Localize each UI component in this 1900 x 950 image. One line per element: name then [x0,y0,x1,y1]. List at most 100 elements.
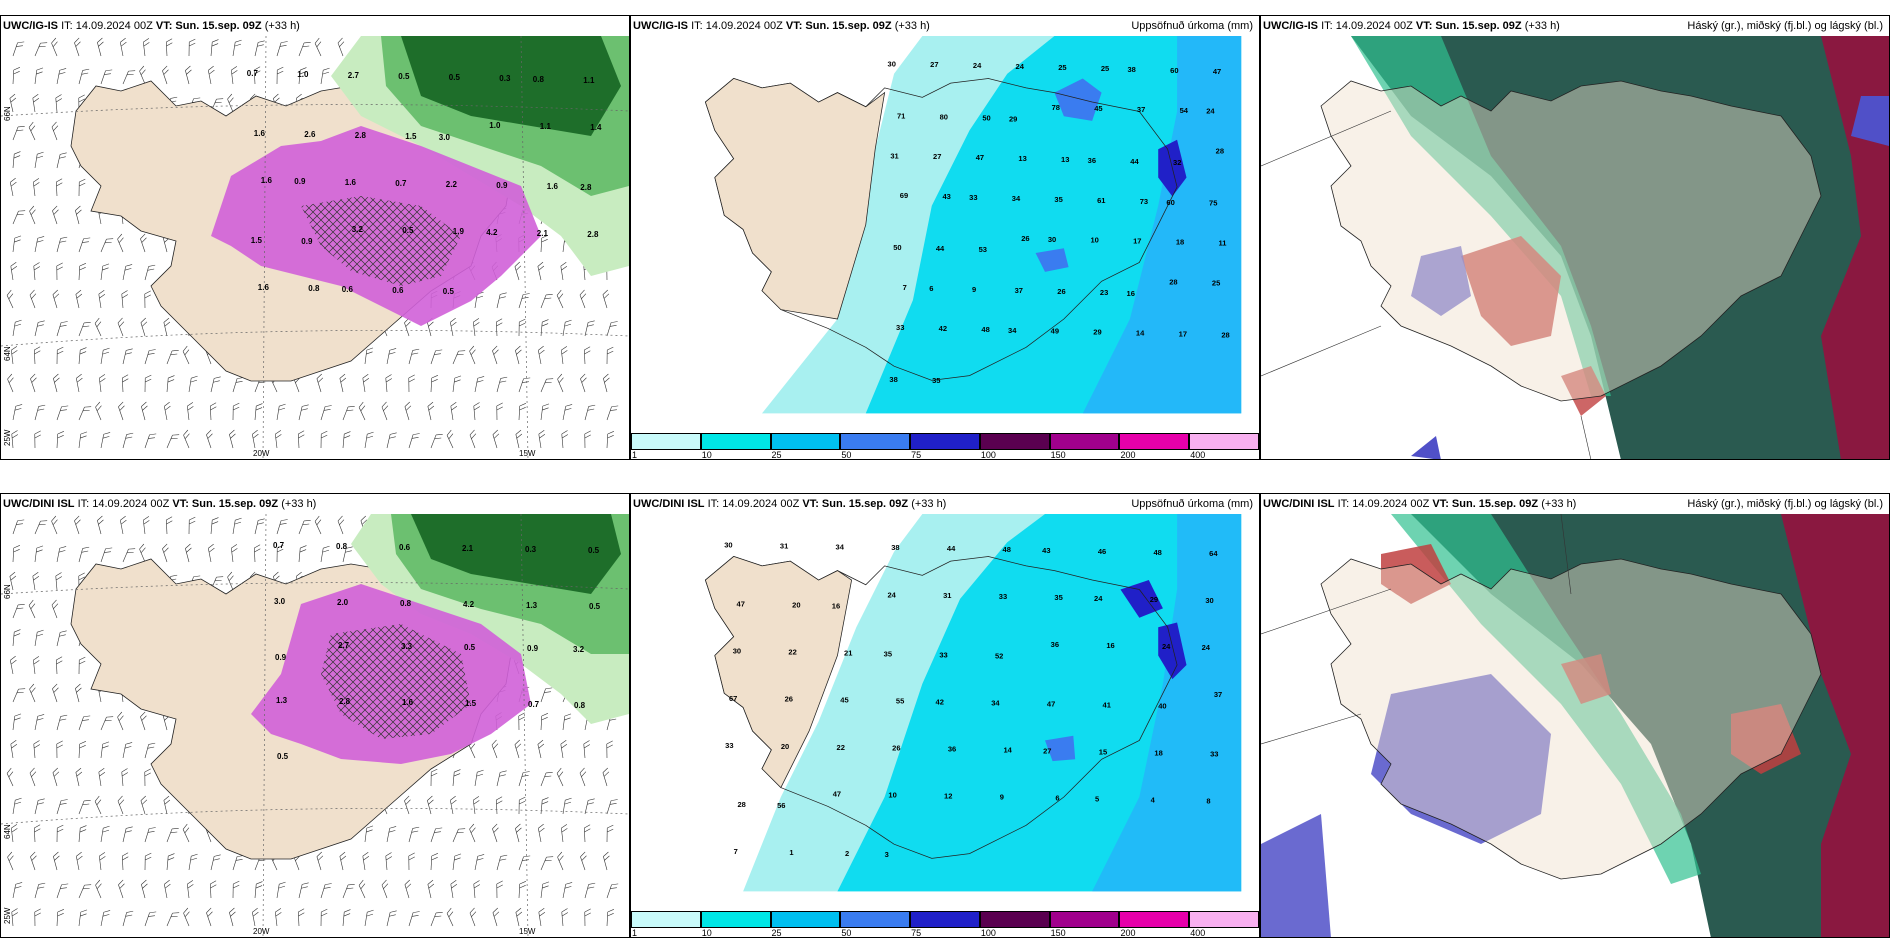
issue-time: IT: 14.09.2024 00Z [1337,498,1430,510]
value-label: 34 [1008,326,1017,335]
wind-barb [515,429,523,449]
wind-barb [492,429,500,449]
wind-barb [230,66,238,85]
wind-barb [34,908,41,927]
lat-label-64: 64N [3,824,12,839]
wind-barb [556,289,564,309]
value-label: 44 [947,544,956,553]
wind-barb [78,68,90,85]
value-label: 42 [939,324,947,333]
value-label: 38 [889,375,897,384]
wind-barb [540,235,549,253]
value-label: 50 [893,243,901,252]
value-label: 1.1 [540,122,552,131]
wind-barb [6,289,14,309]
wind-barb [166,853,175,871]
value-label: 0.8 [400,599,412,608]
wind-barb [182,823,190,843]
value-label: 1.0 [489,121,501,130]
value-label: 0.7 [528,700,540,709]
value-label: 60 [1166,198,1174,207]
wind-barb [469,345,476,365]
value-label: 30 [1048,235,1056,244]
panel-header: UWC/IG-IS IT: 14.09.2024 00Z VT: Sun. 15… [1261,16,1889,36]
wind-barb [52,683,59,703]
panel-top-precip: UWC/IG-IS IT: 14.09.2024 00Z VT: Sun. 15… [630,15,1260,460]
wind-barb [408,852,415,871]
colorbar-swatch [1049,433,1120,450]
snow-field-dark [401,36,621,136]
precip-map: 30 27 24 24 25 25 38 60 47 71 80 50 29 78 45 37 54 24 31 27… [648,36,1242,414]
wind-barb [56,431,65,449]
wind-barb [362,374,370,393]
wind-barb [320,883,332,899]
value-label: 3.2 [352,225,364,234]
wind-barb [30,373,37,393]
value-label: 10 [888,791,896,800]
wind-barb [34,404,46,421]
wind-barb [140,711,147,731]
value-label: 1.6 [345,178,357,187]
wind-barb [446,907,454,927]
value-label: 35 [1054,593,1062,602]
colorbar: 1 10 25 50 75 100 150 200 400 [631,433,1259,459]
value-label: 0.9 [301,237,313,246]
value-label: 26 [1021,234,1029,243]
wind-barb [78,715,91,731]
wind-barb [12,235,22,253]
wind-barb [118,879,125,899]
wind-barb [540,856,554,871]
value-label: 53 [979,245,987,254]
value-label: 46 [1098,547,1106,556]
lon-label-20: 20W [253,449,270,458]
colorbar-tick-label: 150 [1050,928,1066,938]
lat-label-64: 64N [3,346,12,361]
wind-barb [7,373,14,393]
wind-barb [140,233,147,253]
value-label: 75 [1209,199,1217,208]
wind-barb [515,907,523,927]
wind-barb [55,656,63,675]
value-label: 48 [1003,545,1011,554]
wind-barb [562,882,573,899]
lead-time: (+33 h) [281,498,317,510]
value-label: 0.7 [395,179,407,188]
wind-barb [117,317,125,337]
wind-barb [144,742,156,759]
wind-barb [408,374,415,393]
colorbar-tick-label: 400 [1190,928,1206,938]
wind-barb [320,908,328,927]
wind-barb [518,771,530,787]
wind-barb [254,881,263,899]
model-name: UWC/DINI ISL [1263,498,1335,510]
precip-title: Uppsöfnuð úrkoma (mm) [1131,498,1253,510]
panel-bottom-cloud: UWC/DINI ISL IT: 14.09.2024 00Z VT: Sun.… [1260,493,1890,938]
wind-barb [339,851,347,871]
wind-barb [495,318,503,337]
wind-barb [276,66,284,85]
wind-barb [98,290,106,309]
value-label: 38 [1127,65,1135,74]
wind-barb [12,41,25,57]
colorbar-swatch [631,433,701,450]
colorbar-swatch [700,911,771,928]
wind-barb [474,769,484,787]
value-label: 0.3 [499,74,511,83]
value-label: 12 [944,792,952,801]
value-label: 0.5 [277,752,289,761]
value-label: 3 [885,850,889,859]
wind-barb [206,907,213,927]
value-label: 1 [789,848,793,857]
wind-barb [580,373,587,393]
wind-barb [342,883,355,899]
wind-barb [298,545,307,563]
value-label: 45 [1094,104,1102,113]
wind-barb [162,65,169,85]
valid-time: VT: Sun. 15.sep. 09Z [1415,20,1522,32]
wind-barb [556,767,564,787]
value-label: 17 [1179,330,1187,339]
wind-barb [606,824,614,843]
wind-barb [12,629,21,647]
wind-barb [274,908,282,927]
